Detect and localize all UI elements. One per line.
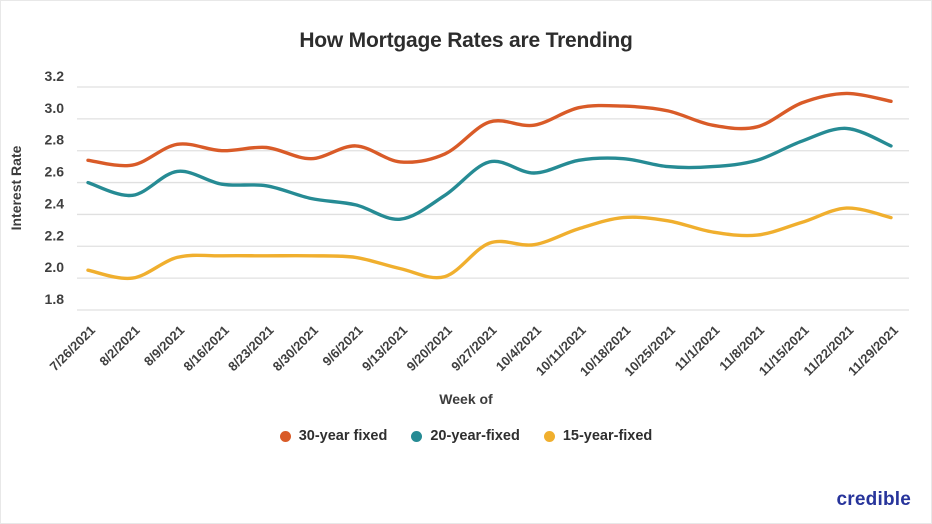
- x-tick-label: 8/30/2021: [270, 323, 322, 375]
- y-tick-label: 2.4: [45, 195, 65, 211]
- series-line-15-year-fixed: [86, 206, 893, 281]
- y-tick-label: 3.0: [45, 100, 65, 116]
- x-tick-label: 7/26/2021: [47, 323, 99, 375]
- x-tick-label: 9/27/2021: [448, 323, 500, 375]
- series-line-30-year-fixed: [86, 91, 893, 168]
- series-line-20-year-fixed: [86, 126, 893, 221]
- x-axis-title: Week of: [439, 391, 493, 407]
- x-tick-label: 9/13/2021: [359, 323, 411, 375]
- legend-item: 20-year-fixed: [411, 428, 520, 444]
- legend-dot-icon: [411, 430, 423, 442]
- x-tick-label: 8/16/2021: [180, 323, 232, 375]
- y-tick-label: 3.2: [45, 68, 65, 84]
- legend-dot-icon: [543, 430, 555, 442]
- x-tick-label: 8/23/2021: [225, 323, 277, 375]
- y-tick-label: 2.2: [45, 227, 65, 243]
- credible-logo: credible: [836, 489, 911, 510]
- x-tick-label: 8/9/2021: [141, 323, 187, 369]
- legend: 30-year fixed 20-year-fixed 15-year-fixed: [1, 425, 931, 447]
- x-tick-label: 11/1/2021: [672, 323, 723, 374]
- legend-item: 15-year-fixed: [543, 428, 653, 444]
- y-tick-label: 2.8: [45, 132, 65, 148]
- legend-dot-icon: [279, 430, 291, 442]
- y-tick-label: 2.6: [45, 164, 65, 180]
- chart-title: How Mortgage Rates are Trending: [299, 29, 633, 52]
- legend-label: 15-year-fixed: [562, 428, 653, 444]
- x-tick-label: 9/6/2021: [319, 323, 365, 369]
- x-tick-label: 9/20/2021: [404, 323, 456, 375]
- x-tick-label: 8/2/2021: [96, 323, 142, 369]
- y-tick-label: 2.0: [45, 259, 65, 275]
- line-chart: 3.2 3.0 2.8 2.6 2.4 2.2 2.0 1.8 7/26/20218/2/202…: [45, 68, 909, 379]
- y-tick-label: 1.8: [45, 291, 65, 307]
- legend-label: 30-year fixed: [298, 428, 388, 444]
- legend-label: 20-year-fixed: [430, 428, 520, 444]
- legend-item: 30-year fixed: [279, 428, 388, 444]
